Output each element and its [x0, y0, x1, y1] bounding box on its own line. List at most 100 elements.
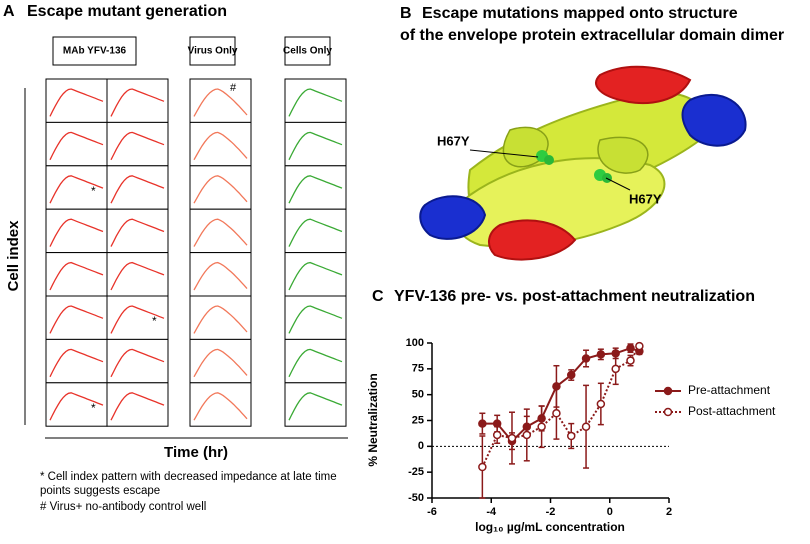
control-mark: # — [230, 82, 237, 94]
well-box — [284, 295, 347, 340]
well-box — [106, 78, 169, 123]
impedance-curve — [49, 88, 104, 117]
data-point — [566, 431, 576, 441]
impedance-curve — [193, 175, 248, 204]
well-box — [106, 382, 169, 427]
well-box — [284, 338, 347, 384]
y-tick-label: 0 — [418, 440, 424, 452]
well-box — [189, 208, 252, 254]
well-box — [45, 165, 108, 210]
impedance-curve — [110, 131, 165, 161]
data-point — [596, 399, 606, 409]
column-header: MAb YFV-136 — [63, 46, 127, 57]
well-box — [106, 165, 169, 210]
data-point — [581, 422, 591, 431]
panel-letter: C — [372, 288, 384, 305]
y-tick-label: 50 — [412, 389, 424, 401]
well-box — [189, 121, 252, 167]
data-point — [552, 409, 561, 418]
well-box — [284, 121, 347, 167]
legend-label: Post-attachment — [688, 404, 776, 418]
mutation-label: H67Y — [437, 133, 470, 148]
legend-marker — [663, 386, 673, 396]
well-box — [189, 252, 252, 297]
well-box — [106, 295, 169, 340]
x-tick-label: -6 — [427, 506, 437, 518]
y-tick-label: -50 — [408, 492, 424, 504]
well-box — [189, 295, 252, 340]
impedance-curve — [288, 392, 343, 421]
impedance-curve — [49, 392, 104, 421]
impedance-curve — [49, 305, 104, 334]
column-header-box — [52, 36, 137, 66]
impedance-curve — [288, 88, 343, 117]
well-box — [106, 121, 169, 167]
data-point — [596, 350, 606, 359]
panel-letter: B — [400, 5, 412, 22]
well-box — [45, 252, 108, 297]
column-header-box — [284, 36, 331, 66]
footnote: # Virus+ no-antibody control well — [40, 501, 207, 513]
impedance-curve — [49, 131, 104, 161]
panel-title: Escape mutant generation — [27, 3, 227, 20]
well-box — [189, 78, 252, 123]
impedance-curve — [49, 218, 104, 247]
well-box — [106, 338, 169, 384]
data-point — [507, 433, 517, 443]
impedance-curve — [193, 305, 248, 334]
impedance-curve — [110, 348, 165, 378]
impedance-curve — [110, 88, 165, 117]
impedance-curve — [288, 348, 343, 378]
footnote: * Cell index pattern with decreased impe… — [40, 471, 337, 497]
x-tick-label: 2 — [666, 506, 672, 518]
data-point — [635, 341, 644, 351]
panel-title: Escape mutations mapped onto structure — [422, 5, 738, 22]
data-point — [492, 430, 502, 440]
impedance-curve — [110, 175, 165, 204]
impedance-curve — [193, 131, 248, 161]
mutation-label: H67Y — [629, 191, 662, 206]
column-header: Cells Only — [283, 46, 332, 57]
impedance-curve — [193, 348, 248, 378]
well-box — [45, 295, 108, 340]
well-box — [45, 121, 108, 167]
data-point — [537, 422, 546, 431]
well-box — [45, 338, 108, 384]
impedance-curve — [49, 175, 104, 204]
impedance-curve — [49, 348, 104, 378]
y-axis-label: Cell index — [5, 220, 22, 292]
well-box — [189, 338, 252, 384]
escape-mark: * — [91, 184, 96, 198]
well-box — [45, 208, 108, 254]
x-tick-label: -4 — [486, 506, 497, 518]
impedance-curve — [288, 261, 343, 291]
well-box — [189, 382, 252, 427]
well-box — [284, 78, 347, 123]
escape-mark: * — [152, 314, 157, 328]
data-point — [626, 343, 635, 353]
x-axis-label: Time (hr) — [164, 444, 228, 461]
protein-structure — [419, 65, 747, 261]
legend-label: Pre-attachment — [688, 383, 771, 397]
impedance-curve — [110, 305, 165, 334]
data-point — [581, 354, 591, 363]
well-box — [284, 382, 347, 427]
well-box — [284, 208, 347, 254]
impedance-curve — [110, 392, 165, 421]
panel-letter: A — [3, 3, 15, 20]
column-header: Virus Only — [188, 46, 238, 57]
well-box — [106, 208, 169, 254]
y-tick-label: 25 — [412, 414, 424, 426]
legend-marker — [663, 407, 673, 417]
data-point — [478, 419, 487, 428]
impedance-curve — [288, 305, 343, 334]
impedance-curve — [193, 218, 248, 247]
y-tick-label: 100 — [406, 337, 424, 349]
chart-title: YFV-136 pre- vs. post-attachment neutral… — [394, 288, 755, 305]
panel-title: of the envelope protein extracellular do… — [400, 27, 784, 44]
column-header-box — [189, 36, 236, 66]
impedance-curve — [288, 218, 343, 247]
escape-mark: * — [91, 401, 96, 415]
